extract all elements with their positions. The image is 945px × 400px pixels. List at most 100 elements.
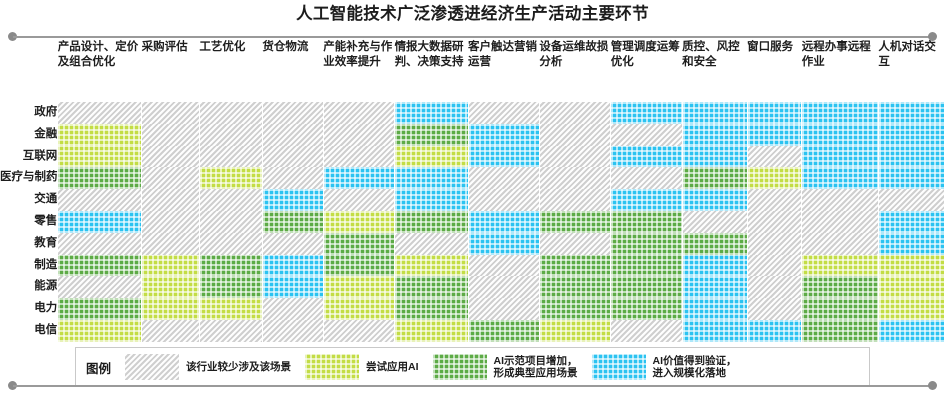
matrix-cell[interactable] (141, 210, 200, 233)
matrix-cell[interactable] (141, 189, 200, 211)
matrix-cell[interactable] (467, 232, 540, 255)
matrix-cell[interactable] (394, 102, 469, 124)
matrix-cell[interactable] (322, 189, 396, 211)
matrix-cell[interactable] (877, 319, 945, 342)
matrix-cell[interactable] (801, 319, 879, 342)
matrix-cell[interactable] (538, 145, 612, 168)
matrix-cell[interactable] (877, 189, 945, 211)
matrix-cell[interactable] (57, 298, 143, 320)
legend-item-demo[interactable]: AI示范项目增加， 形成典型应用场景 (432, 354, 578, 380)
matrix-cell[interactable] (394, 189, 469, 211)
matrix-cell[interactable] (746, 102, 803, 124)
matrix-cell[interactable] (57, 189, 143, 211)
matrix-cell[interactable] (261, 102, 324, 124)
matrix-cell[interactable] (877, 210, 945, 233)
matrix-cell[interactable] (57, 123, 143, 146)
matrix-cell[interactable] (467, 276, 540, 299)
matrix-cell[interactable] (261, 319, 324, 342)
matrix-cell[interactable] (141, 254, 200, 277)
matrix-cell[interactable] (610, 167, 683, 190)
matrix-cell[interactable] (467, 123, 540, 146)
matrix-cell[interactable] (394, 254, 469, 277)
matrix-cell[interactable] (801, 102, 879, 124)
matrix-cell[interactable] (538, 123, 612, 146)
matrix-cell[interactable] (57, 254, 143, 277)
matrix-cell[interactable] (322, 319, 396, 342)
matrix-cell[interactable] (261, 254, 324, 277)
matrix-cell[interactable] (610, 254, 683, 277)
matrix-cell[interactable] (746, 298, 803, 320)
matrix-cell[interactable] (801, 189, 879, 211)
matrix-cell[interactable] (322, 232, 396, 255)
matrix-cell[interactable] (538, 254, 612, 277)
legend-item-try[interactable]: 尝试应用AI (305, 354, 419, 380)
matrix-cell[interactable] (538, 276, 612, 299)
matrix-cell[interactable] (538, 298, 612, 320)
matrix-cell[interactable] (261, 145, 324, 168)
matrix-cell[interactable] (141, 167, 200, 190)
matrix-cell[interactable] (746, 254, 803, 277)
matrix-cell[interactable] (261, 210, 324, 233)
matrix-cell[interactable] (538, 167, 612, 190)
matrix-cell[interactable] (467, 210, 540, 233)
matrix-cell[interactable] (801, 254, 879, 277)
matrix-cell[interactable] (261, 276, 324, 299)
matrix-cell[interactable] (538, 102, 612, 124)
matrix-cell[interactable] (681, 232, 748, 255)
matrix-cell[interactable] (322, 276, 396, 299)
matrix-cell[interactable] (198, 254, 263, 277)
matrix-cell[interactable] (681, 167, 748, 190)
matrix-cell[interactable] (681, 276, 748, 299)
matrix-cell[interactable] (322, 210, 396, 233)
matrix-cell[interactable] (681, 254, 748, 277)
matrix-cell[interactable] (394, 123, 469, 146)
matrix-cell[interactable] (746, 189, 803, 211)
matrix-cell[interactable] (198, 319, 263, 342)
matrix-cell[interactable] (746, 145, 803, 168)
matrix-cell[interactable] (801, 232, 879, 255)
matrix-cell[interactable] (322, 298, 396, 320)
matrix-cell[interactable] (394, 145, 469, 168)
matrix-cell[interactable] (610, 319, 683, 342)
matrix-cell[interactable] (394, 276, 469, 299)
matrix-cell[interactable] (746, 167, 803, 190)
matrix-cell[interactable] (877, 167, 945, 190)
matrix-cell[interactable] (322, 167, 396, 190)
matrix-cell[interactable] (198, 145, 263, 168)
matrix-cell[interactable] (801, 210, 879, 233)
matrix-cell[interactable] (877, 298, 945, 320)
matrix-cell[interactable] (57, 319, 143, 342)
legend-item-none[interactable]: 该行业较少涉及该场景 (125, 354, 291, 380)
matrix-cell[interactable] (877, 123, 945, 146)
matrix-cell[interactable] (322, 102, 396, 124)
matrix-cell[interactable] (141, 276, 200, 299)
matrix-cell[interactable] (394, 232, 469, 255)
matrix-cell[interactable] (538, 232, 612, 255)
matrix-cell[interactable] (746, 276, 803, 299)
matrix-cell[interactable] (801, 167, 879, 190)
matrix-cell[interactable] (57, 276, 143, 299)
matrix-cell[interactable] (261, 232, 324, 255)
matrix-cell[interactable] (141, 123, 200, 146)
matrix-cell[interactable] (141, 298, 200, 320)
matrix-cell[interactable] (467, 319, 540, 342)
matrix-cell[interactable] (467, 189, 540, 211)
matrix-cell[interactable] (141, 319, 200, 342)
matrix-cell[interactable] (538, 210, 612, 233)
matrix-cell[interactable] (322, 145, 396, 168)
matrix-cell[interactable] (141, 145, 200, 168)
matrix-cell[interactable] (610, 298, 683, 320)
matrix-cell[interactable] (198, 102, 263, 124)
matrix-cell[interactable] (681, 298, 748, 320)
matrix-cell[interactable] (877, 232, 945, 255)
matrix-cell[interactable] (198, 123, 263, 146)
matrix-cell[interactable] (198, 232, 263, 255)
matrix-cell[interactable] (394, 210, 469, 233)
matrix-cell[interactable] (877, 276, 945, 299)
matrix-cell[interactable] (261, 123, 324, 146)
matrix-cell[interactable] (467, 167, 540, 190)
matrix-cell[interactable] (681, 210, 748, 233)
matrix-cell[interactable] (261, 189, 324, 211)
matrix-cell[interactable] (877, 102, 945, 124)
matrix-cell[interactable] (322, 254, 396, 277)
